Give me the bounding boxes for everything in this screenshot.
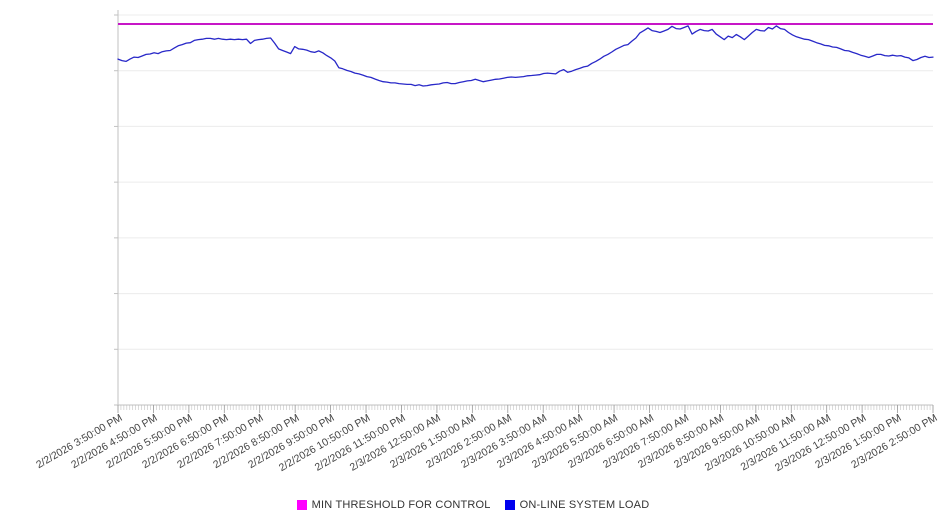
system-load-line (117, 25, 934, 87)
system-load-swatch-icon (504, 500, 515, 510)
min-threshold-swatch-icon (296, 500, 307, 510)
x-axis-labels: 2/2/2026 3:50:00 PM 2/2/2026 4:50:00 PM 2/… (0, 0, 946, 474)
min-threshold-legend-label: MIN THRESHOLD FOR CONTROL (311, 499, 491, 511)
chart-svg (114, 10, 934, 413)
legend-item-system-load: ON-LINE SYSTEM LOAD (504, 499, 650, 511)
system-load-legend-label: ON-LINE SYSTEM LOAD (519, 499, 650, 511)
legend-item-min-threshold: MIN THRESHOLD FOR CONTROL (296, 499, 491, 511)
legend: MIN THRESHOLD FOR CONTROL ON-LINE SYSTEM… (0, 497, 946, 513)
